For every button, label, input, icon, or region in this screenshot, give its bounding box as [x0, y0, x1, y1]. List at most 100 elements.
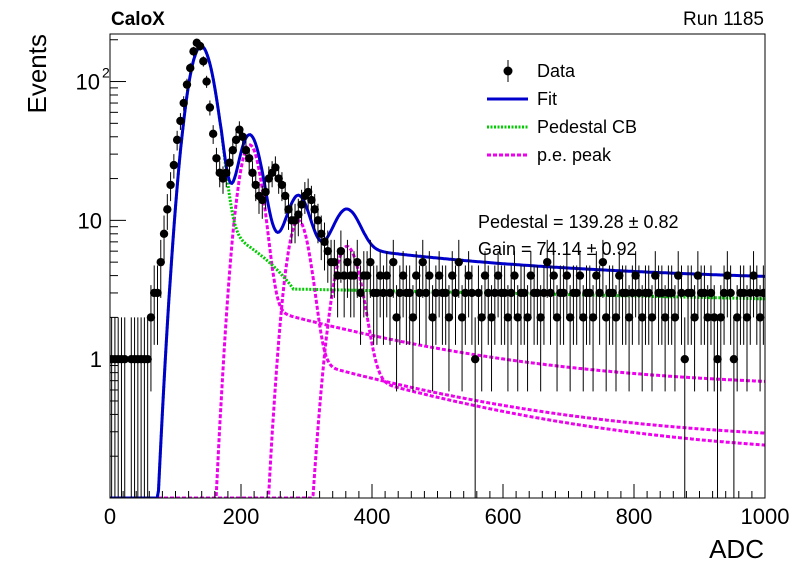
data-point: [172, 135, 182, 145]
data-point: [513, 313, 522, 322]
data-point: [536, 313, 545, 322]
data-point: [395, 288, 405, 298]
legend: Data Fit Pedestal CB p.e. peak: [487, 60, 637, 165]
data-point: [739, 288, 748, 298]
data-point: [670, 313, 680, 322]
data-point: [474, 288, 483, 298]
data-point: [651, 271, 660, 280]
data-point: [680, 354, 689, 364]
x-axis-label: ADC: [709, 534, 764, 564]
data-point: [231, 135, 241, 145]
data-point: [303, 187, 313, 197]
data-point: [510, 271, 519, 280]
fit-pedestal-text: Pedestal = 139.28 ± 0.82: [478, 212, 679, 232]
data-point: [746, 288, 755, 298]
data-point: [755, 313, 765, 322]
data-point: [205, 103, 215, 112]
data-point: [674, 271, 683, 280]
data-point: [199, 57, 208, 66]
data-point: [546, 288, 555, 298]
data-point: [412, 271, 421, 280]
data-point: [258, 195, 267, 205]
data-point: [595, 288, 604, 298]
data-point: [700, 288, 709, 298]
data-point: [143, 354, 152, 364]
data-point: [343, 257, 352, 267]
data-point: [621, 288, 631, 298]
data-point: [448, 271, 457, 280]
data-point: [169, 160, 179, 170]
data-point: [723, 271, 732, 280]
data-point: [752, 288, 762, 298]
data-point: [153, 288, 162, 298]
data-point: [310, 205, 319, 214]
data-point: [687, 288, 696, 298]
data-point: [241, 146, 251, 155]
data-point: [637, 313, 647, 322]
data-point: [202, 77, 211, 86]
data-point: [398, 271, 408, 280]
data-point: [451, 288, 460, 298]
pe-peak-curve: [110, 218, 765, 498]
data-point: [503, 313, 513, 322]
data-point: [156, 257, 165, 267]
legend-pe-label: p.e. peak: [537, 145, 612, 165]
data-point: [277, 180, 287, 190]
data-point: [693, 271, 703, 280]
data-point: [719, 288, 729, 298]
pedestal-curve: [110, 44, 765, 498]
data-point: [454, 257, 463, 267]
data-point: [464, 271, 473, 280]
y-tick-label: 1: [90, 347, 102, 372]
data-point: [392, 313, 401, 322]
data-point: [389, 257, 398, 267]
data-point: [434, 271, 444, 280]
data-point: [244, 154, 254, 163]
run-label: Run 1185: [683, 9, 764, 30]
data-point: [372, 288, 382, 298]
data-point: [631, 271, 640, 280]
data-point: [313, 216, 323, 225]
experiment-label: CaloX: [111, 9, 165, 30]
data-point: [732, 313, 742, 322]
data-point: [356, 288, 365, 298]
data-point: [251, 180, 260, 190]
data-point: [418, 257, 427, 267]
data-point: [628, 288, 637, 298]
data-point: [444, 313, 454, 322]
data-point: [660, 313, 670, 322]
data-point: [415, 288, 424, 298]
data-points: [110, 38, 765, 498]
data-point: [480, 271, 490, 280]
data-point: [608, 288, 617, 298]
data-point: [729, 354, 739, 364]
x-tick-label: 600: [485, 504, 522, 529]
x-tick-label: 0: [104, 504, 116, 529]
x-tick-label: 800: [616, 504, 653, 529]
x-tick-label: 200: [223, 504, 260, 529]
legend-pedestal-label: Pedestal CB: [537, 117, 637, 137]
data-point: [490, 288, 500, 298]
data-point: [362, 271, 372, 280]
data-point: [552, 313, 562, 322]
data-point: [520, 288, 529, 298]
data-point: [284, 205, 293, 214]
data-point: [195, 41, 205, 51]
data-point: [379, 288, 388, 298]
data-point: [506, 288, 516, 298]
data-point: [484, 288, 493, 298]
data-point: [382, 271, 391, 280]
data-point: [565, 313, 575, 322]
data-point: [742, 313, 752, 322]
data-point: [333, 271, 342, 280]
y-axis-label: Events: [22, 34, 52, 114]
fit-gain-text: Gain = 74.14 ± 0.92: [478, 239, 637, 259]
data-point: [238, 132, 247, 141]
data-point: [385, 288, 395, 298]
data-point: [470, 354, 480, 364]
legend-data-marker: [503, 60, 513, 82]
data-point: [634, 288, 644, 298]
data-point: [703, 313, 712, 322]
